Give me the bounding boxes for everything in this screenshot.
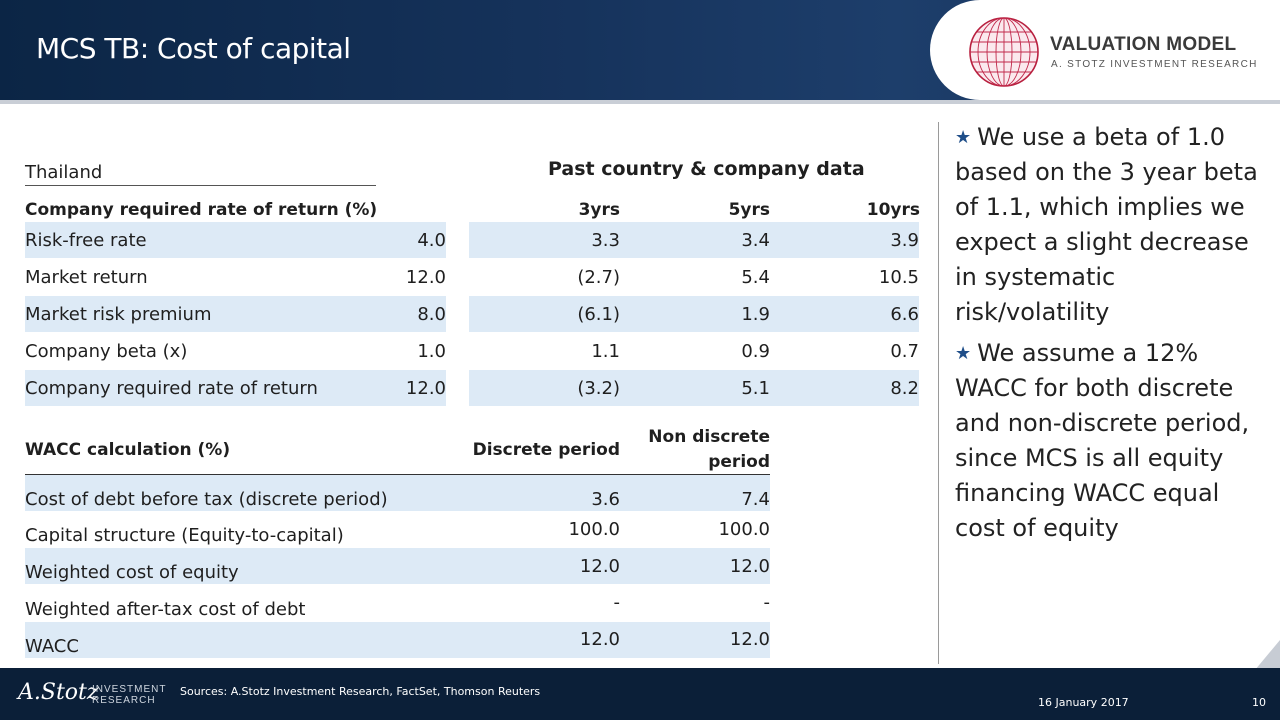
row-value: 4.0	[417, 230, 446, 251]
row-nondiscrete: 7.4	[741, 489, 770, 510]
past-data-header: Past country & company data	[548, 158, 865, 180]
footer-logo-text: INVESTMENT RESEARCH	[92, 684, 166, 706]
row-label: Risk-free rate	[25, 230, 147, 251]
row-10yrs: 10.5	[878, 267, 919, 288]
footer-logo: A.Stotz	[18, 680, 99, 705]
row-nondiscrete: 12.0	[729, 629, 770, 650]
row-label: Company beta (x)	[25, 341, 188, 362]
row-3yrs: (2.7)	[577, 267, 620, 288]
header-divider	[0, 100, 1280, 104]
globe-logo-icon	[969, 17, 1039, 87]
row-5yrs: 0.9	[741, 341, 770, 362]
row-band	[25, 370, 446, 406]
col-5yrs: 5yrs	[728, 200, 770, 220]
row-label: Market return	[25, 267, 148, 288]
row-band	[25, 222, 446, 258]
required-return-heading: Company required rate of return (%)	[25, 200, 378, 220]
row-band	[469, 222, 919, 258]
row-label: Company required rate of return	[25, 378, 318, 399]
footer-sources: Sources: A.Stotz Investment Research, Fa…	[180, 685, 541, 698]
commentary-bullets: ★ We use a beta of 1.0 based on the 3 yea…	[955, 120, 1260, 552]
country-underline	[25, 185, 376, 186]
vertical-divider	[938, 122, 939, 664]
col-3yrs: 3yrs	[578, 200, 620, 220]
row-value: 12.0	[405, 378, 446, 399]
logo-title: VALUATION MODEL	[1050, 34, 1237, 55]
row-10yrs: 8.2	[890, 378, 919, 399]
row-label: Weighted after-tax cost of debt	[25, 599, 306, 620]
row-value: 8.0	[417, 304, 446, 325]
col-nondiscrete-line1: Non discrete	[648, 427, 770, 447]
row-value: 1.0	[417, 341, 446, 362]
row-value: 12.0	[405, 267, 446, 288]
row-discrete: 12.0	[579, 629, 620, 650]
row-label: Capital structure (Equity-to-capital)	[25, 525, 344, 546]
row-nondiscrete: 12.0	[729, 556, 770, 577]
bullet-item: ★ We assume a 12% WACC for both discrete …	[955, 336, 1260, 546]
row-nondiscrete: -	[763, 592, 771, 613]
row-3yrs: (6.1)	[577, 304, 620, 325]
row-band	[25, 296, 446, 332]
row-5yrs: 5.1	[741, 378, 770, 399]
star-icon: ★	[955, 343, 972, 364]
row-band	[469, 370, 919, 406]
row-band	[469, 296, 919, 332]
footer-research: RESEARCH	[92, 695, 156, 706]
bullet-item: ★ We use a beta of 1.0 based on the 3 yea…	[955, 120, 1260, 330]
bullet-text: We use a beta of 1.0 based on the 3 year…	[955, 123, 1258, 326]
row-nondiscrete: 100.0	[718, 519, 770, 540]
bullet-text: We assume a 12% WACC for both discrete a…	[955, 339, 1250, 542]
col-nondiscrete-line2: period	[708, 452, 770, 472]
wacc-heading: WACC calculation (%)	[25, 440, 231, 460]
col-discrete-period: Discrete period	[472, 440, 620, 460]
col-10yrs: 10yrs	[866, 200, 920, 220]
table2-header-rule	[25, 474, 770, 475]
row-10yrs: 0.7	[890, 341, 919, 362]
row-band	[25, 622, 770, 658]
page-number: 10	[1252, 696, 1266, 709]
row-band	[25, 475, 770, 511]
footer-bar	[0, 668, 1280, 720]
row-discrete: -	[613, 592, 621, 613]
row-5yrs: 3.4	[741, 230, 770, 251]
logo-subtitle: A. STOTZ INVESTMENT RESEARCH	[1051, 59, 1258, 70]
row-band	[25, 548, 770, 584]
row-5yrs: 1.9	[741, 304, 770, 325]
footer-date: 16 January 2017	[1038, 696, 1129, 709]
footer-investment: INVESTMENT	[92, 684, 167, 695]
row-label: Market risk premium	[25, 304, 212, 325]
row-label: WACC	[25, 636, 79, 657]
row-3yrs: 3.3	[591, 230, 620, 251]
row-5yrs: 5.4	[741, 267, 770, 288]
star-icon: ★	[955, 127, 972, 148]
row-3yrs: (3.2)	[577, 378, 620, 399]
page-title: MCS TB: Cost of capital	[36, 32, 351, 65]
row-10yrs: 3.9	[890, 230, 919, 251]
row-3yrs: 1.1	[591, 341, 620, 362]
row-discrete: 3.6	[591, 489, 620, 510]
row-label: Weighted cost of equity	[25, 562, 239, 583]
row-label: Cost of debt before tax (discrete period…	[25, 489, 388, 510]
row-discrete: 12.0	[579, 556, 620, 577]
row-10yrs: 6.6	[890, 304, 919, 325]
row-discrete: 100.0	[568, 519, 620, 540]
country-label: Thailand	[25, 162, 103, 183]
